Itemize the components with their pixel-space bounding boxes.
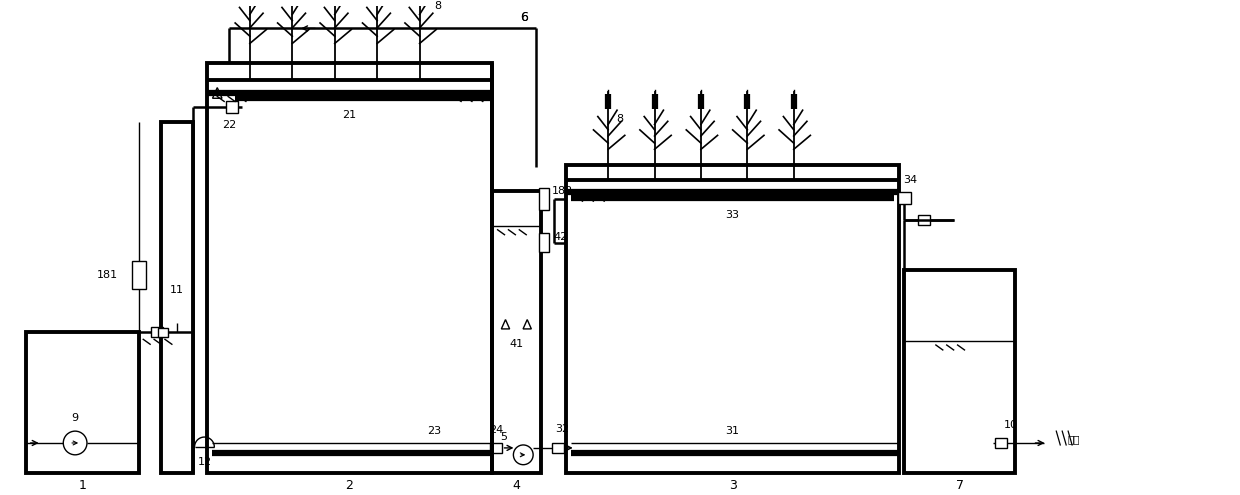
Text: 5: 5 bbox=[500, 432, 507, 442]
Text: 9: 9 bbox=[72, 413, 78, 423]
Text: 33: 33 bbox=[725, 210, 739, 220]
Text: 24: 24 bbox=[490, 425, 503, 435]
Bar bbox=[918, 215, 930, 225]
Bar bbox=[565, 165, 899, 473]
Text: 10: 10 bbox=[1004, 420, 1018, 430]
Text: 42: 42 bbox=[553, 232, 568, 242]
Text: 出水: 出水 bbox=[1068, 434, 1080, 444]
Text: 6: 6 bbox=[521, 11, 528, 24]
Text: 22: 22 bbox=[222, 120, 237, 130]
Bar bbox=[539, 188, 549, 210]
Text: 7: 7 bbox=[956, 479, 963, 492]
Bar bbox=[904, 270, 1014, 473]
Text: 34: 34 bbox=[903, 175, 918, 186]
Text: 12: 12 bbox=[197, 457, 212, 467]
Bar bbox=[994, 438, 1007, 448]
Text: 23: 23 bbox=[428, 426, 441, 436]
Text: 181: 181 bbox=[97, 270, 118, 280]
Bar bbox=[150, 328, 164, 338]
Bar bbox=[207, 63, 492, 473]
Bar bbox=[552, 443, 564, 453]
Text: 11: 11 bbox=[170, 286, 184, 296]
Text: 8: 8 bbox=[616, 114, 624, 124]
Bar bbox=[157, 328, 169, 337]
Text: 4: 4 bbox=[512, 479, 521, 492]
Text: 41: 41 bbox=[510, 339, 523, 349]
Text: 6: 6 bbox=[521, 11, 528, 24]
Bar bbox=[539, 233, 549, 252]
Text: 3: 3 bbox=[729, 479, 737, 492]
Text: 1: 1 bbox=[78, 479, 87, 492]
Bar bbox=[26, 333, 139, 473]
Bar bbox=[898, 192, 910, 204]
Text: 32: 32 bbox=[554, 424, 569, 434]
Bar bbox=[226, 101, 238, 113]
Text: 8: 8 bbox=[434, 0, 441, 11]
Bar bbox=[161, 122, 192, 473]
Bar bbox=[133, 261, 146, 289]
Text: 31: 31 bbox=[725, 426, 739, 436]
Bar bbox=[492, 191, 541, 473]
Text: 21: 21 bbox=[342, 110, 357, 120]
Text: 182: 182 bbox=[552, 186, 573, 197]
Text: 2: 2 bbox=[346, 479, 353, 492]
Bar bbox=[490, 443, 501, 453]
